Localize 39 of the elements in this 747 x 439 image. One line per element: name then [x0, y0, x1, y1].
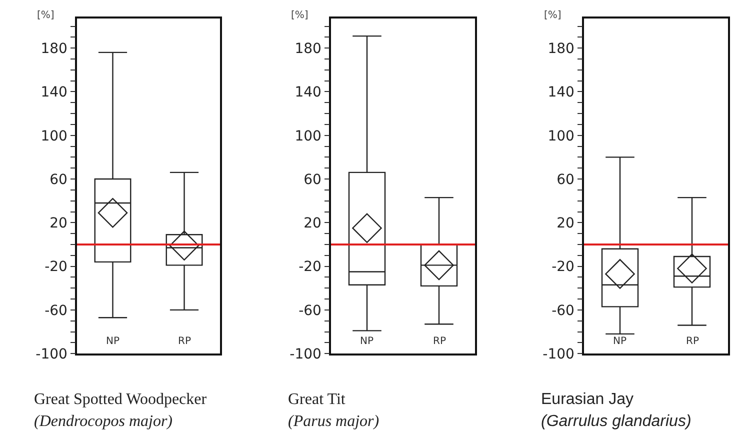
x-tick-label: NP: [613, 336, 627, 347]
y-tick-label: 20: [50, 216, 68, 232]
y-tick-label: 140: [294, 84, 322, 101]
text: (Parus major): [288, 413, 380, 430]
y-tick-label: 60: [556, 172, 574, 188]
y-tick-label: -100: [542, 346, 574, 362]
y-tick-label: 140: [40, 84, 68, 101]
text: Great Tit: [288, 391, 346, 408]
x-tick-label: RP: [686, 336, 699, 347]
y-tick-label: -20: [298, 259, 322, 276]
y-axis-title: [%]: [37, 10, 54, 21]
y-tick-label: 180: [548, 40, 574, 57]
y-tick-label: 60: [50, 172, 68, 188]
y-tick-label: -20: [44, 259, 68, 276]
y-tick-label: 60: [304, 172, 322, 188]
text: (Garrulus glandarius): [541, 413, 692, 430]
y-tick-label: -100: [36, 346, 68, 362]
y-tick-label: 100: [294, 128, 322, 144]
x-tick-label: RP: [178, 336, 191, 347]
x-tick-label: NP: [106, 336, 120, 347]
y-axis-title: [%]: [544, 10, 562, 21]
text: Eurasian Jay: [541, 391, 634, 408]
y-tick-label: -20: [552, 259, 574, 276]
y-tick-label: 180: [294, 40, 322, 57]
text: Great Spotted Woodpecker: [34, 391, 208, 408]
y-tick-label: -60: [298, 302, 322, 319]
x-tick-label: RP: [433, 336, 446, 347]
x-tick-label: NP: [360, 336, 374, 347]
y-tick-label: 100: [548, 128, 574, 144]
y-axis-title: [%]: [291, 10, 308, 21]
y-tick-label: 180: [40, 40, 68, 57]
y-tick-label: 20: [556, 216, 574, 232]
y-tick-label: 20: [304, 216, 322, 232]
y-tick-label: 140: [548, 84, 574, 101]
text: (Dendrocopos major): [34, 413, 172, 430]
y-tick-label: -60: [44, 302, 68, 319]
y-tick-label: -100: [290, 346, 322, 362]
y-tick-label: 100: [40, 128, 68, 144]
y-tick-label: -60: [552, 302, 574, 319]
